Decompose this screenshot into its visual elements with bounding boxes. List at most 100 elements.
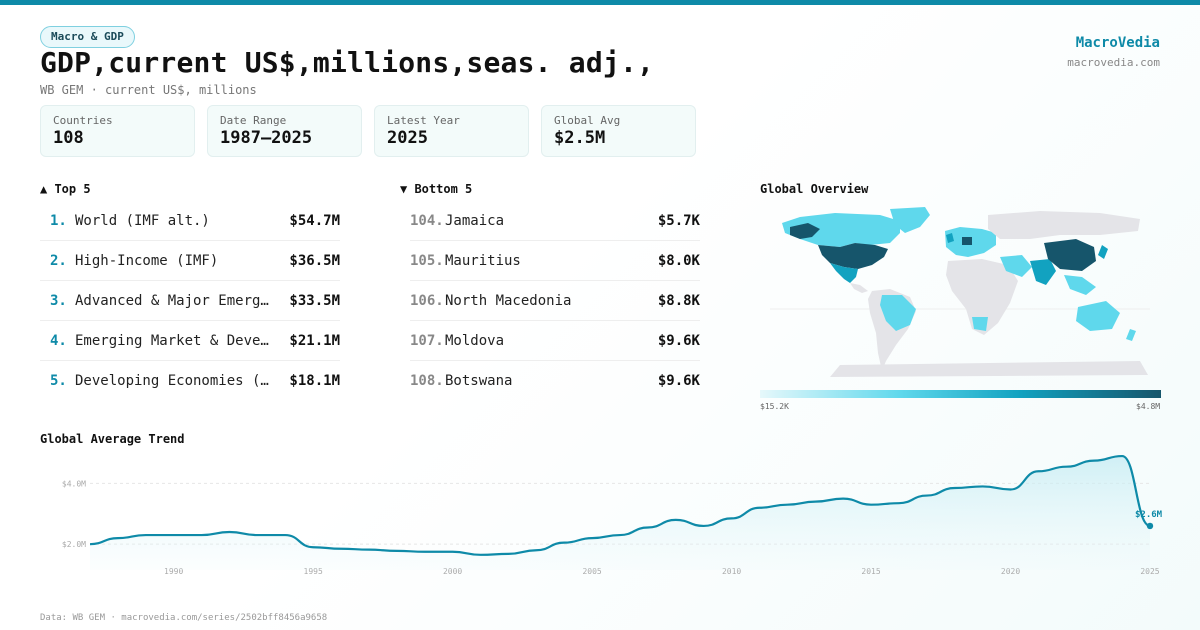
world-map[interactable]: [760, 205, 1161, 380]
page-subtitle: WB GEM · current US$, millions: [40, 83, 257, 97]
gdp-value: $18.1M: [289, 373, 340, 389]
stat-card-countries: Countries 108: [40, 105, 195, 157]
gdp-value: $36.5M: [289, 253, 340, 269]
map-region-india[interactable]: [1030, 259, 1056, 285]
footer-source: Data: WB GEM · macrovedia.com/series/250…: [40, 613, 328, 623]
map-region-russia[interactable]: [988, 211, 1140, 239]
rank-number: 107.: [410, 333, 444, 349]
map-region-middle-east[interactable]: [1000, 255, 1032, 277]
bottom5-heading: ▼ Bottom 5: [400, 182, 473, 196]
list-item[interactable]: 5. Developing Economies (… $18.1M: [40, 361, 340, 401]
rank-number: 3.: [50, 293, 67, 309]
page-title: GDP,current US$,millions,seas. adj.,: [40, 46, 655, 79]
x-tick-label: 2020: [1001, 567, 1020, 576]
list-item[interactable]: 2. High-Income (IMF) $36.5M: [40, 241, 340, 281]
trend-end-point: [1146, 522, 1154, 530]
stat-value: $2.5M: [554, 128, 606, 148]
country-name: Emerging Market & Deve…: [75, 333, 269, 349]
country-name: High-Income (IMF): [75, 253, 219, 269]
brand-logo[interactable]: MacroVedia: [1075, 35, 1160, 51]
map-region-africa[interactable]: [946, 259, 1018, 335]
map-region-canada[interactable]: [782, 213, 900, 247]
brand-url[interactable]: macrovedia.com: [1067, 56, 1160, 69]
country-name: World (IMF alt.): [75, 213, 210, 229]
stat-label: Countries: [53, 114, 113, 127]
stat-card-global-avg: Global Avg $2.5M: [541, 105, 696, 157]
rank-number: 1.: [50, 213, 67, 229]
y-tick-label: $2.0M: [62, 540, 86, 549]
stat-value: 2025: [387, 128, 428, 148]
x-tick-label: 2025: [1140, 567, 1159, 576]
trend-area: [90, 456, 1150, 570]
country-name: Mauritius: [445, 253, 521, 269]
rank-number: 108.: [410, 373, 444, 389]
list-item[interactable]: 104. Jamaica $5.7K: [410, 201, 700, 241]
map-region-germany[interactable]: [962, 237, 972, 245]
map-heading: Global Overview: [760, 182, 869, 196]
gdp-value: $54.7M: [289, 213, 340, 229]
rank-number: 104.: [410, 213, 444, 229]
x-tick-label: 1995: [304, 567, 323, 576]
map-region-japan[interactable]: [1098, 245, 1108, 259]
country-name: Jamaica: [445, 213, 505, 229]
list-item[interactable]: 105. Mauritius $8.0K: [410, 241, 700, 281]
map-region-mexico[interactable]: [830, 263, 858, 283]
map-region-brazil[interactable]: [880, 295, 916, 331]
map-region-antarctica[interactable]: [830, 361, 1148, 377]
stat-label: Date Range: [220, 114, 287, 127]
trend-line: [89, 454, 1151, 556]
country-name: Moldova: [445, 333, 505, 349]
gdp-value: $5.7K: [657, 213, 700, 229]
gdp-value: $9.6K: [657, 373, 700, 389]
x-tick-label: 2005: [582, 567, 601, 576]
x-tick-label: 2000: [443, 567, 462, 576]
stat-label: Global Avg: [554, 114, 621, 127]
top-accent-bar: [0, 0, 1200, 5]
gdp-value: $8.8K: [657, 293, 700, 309]
stat-card-latest-year: Latest Year 2025: [374, 105, 529, 157]
map-region-central-america[interactable]: [850, 283, 868, 293]
rank-number: 105.: [410, 253, 444, 269]
global-average-trend-chart: $2.0M $4.0M 1990 1995 2000 2005 2010 2015 2020 20…: [62, 454, 1163, 576]
country-name: North Macedonia: [445, 293, 572, 309]
trend-end-label: $2.6M: [1135, 510, 1163, 520]
list-item[interactable]: 108. Botswana $9.6K: [410, 361, 700, 401]
list-item[interactable]: 4. Emerging Market & Deve… $21.1M: [40, 321, 340, 361]
country-name: Advanced & Major Emerg…: [75, 293, 269, 309]
top5-heading: ▲ Top 5: [40, 182, 91, 196]
map-region-china[interactable]: [1044, 239, 1096, 271]
category-tag[interactable]: Macro & GDP: [40, 26, 135, 48]
gdp-value: $21.1M: [289, 333, 340, 349]
x-tick-label: 2010: [722, 567, 741, 576]
stat-value: 1987–2025: [220, 128, 313, 148]
x-tick-label: 1990: [164, 567, 183, 576]
rank-number: 4.: [50, 333, 67, 349]
map-region-alaska[interactable]: [790, 223, 820, 239]
map-region-usa[interactable]: [818, 243, 888, 269]
map-region-southeast-asia[interactable]: [1064, 275, 1096, 295]
country-name: Botswana: [445, 373, 513, 389]
map-region-south-africa[interactable]: [972, 317, 988, 331]
map-region-uk[interactable]: [946, 233, 954, 243]
list-item[interactable]: 3. Advanced & Major Emerg… $33.5M: [40, 281, 340, 321]
list-item[interactable]: 1. World (IMF alt.) $54.7M: [40, 201, 340, 241]
gdp-value: $33.5M: [289, 293, 340, 309]
map-color-legend: [760, 390, 1161, 398]
trend-heading: Global Average Trend: [40, 432, 185, 446]
y-tick-label: $4.0M: [62, 479, 86, 488]
legend-max-label: $4.8M: [1136, 402, 1161, 411]
gdp-value: $8.0K: [657, 253, 700, 269]
stat-value: 108: [53, 128, 84, 148]
map-region-new-zealand[interactable]: [1126, 329, 1136, 341]
stat-label: Latest Year: [387, 114, 460, 127]
rank-number: 5.: [50, 373, 67, 389]
list-item[interactable]: 107. Moldova $9.6K: [410, 321, 700, 361]
map-region-australia[interactable]: [1076, 301, 1120, 331]
stat-card-date-range: Date Range 1987–2025: [207, 105, 362, 157]
list-item[interactable]: 106. North Macedonia $8.8K: [410, 281, 700, 321]
legend-min-label: $15.2K: [760, 402, 789, 411]
rank-number: 106.: [410, 293, 444, 309]
gdp-value: $9.6K: [657, 333, 700, 349]
x-tick-label: 2015: [861, 567, 880, 576]
rank-number: 2.: [50, 253, 67, 269]
